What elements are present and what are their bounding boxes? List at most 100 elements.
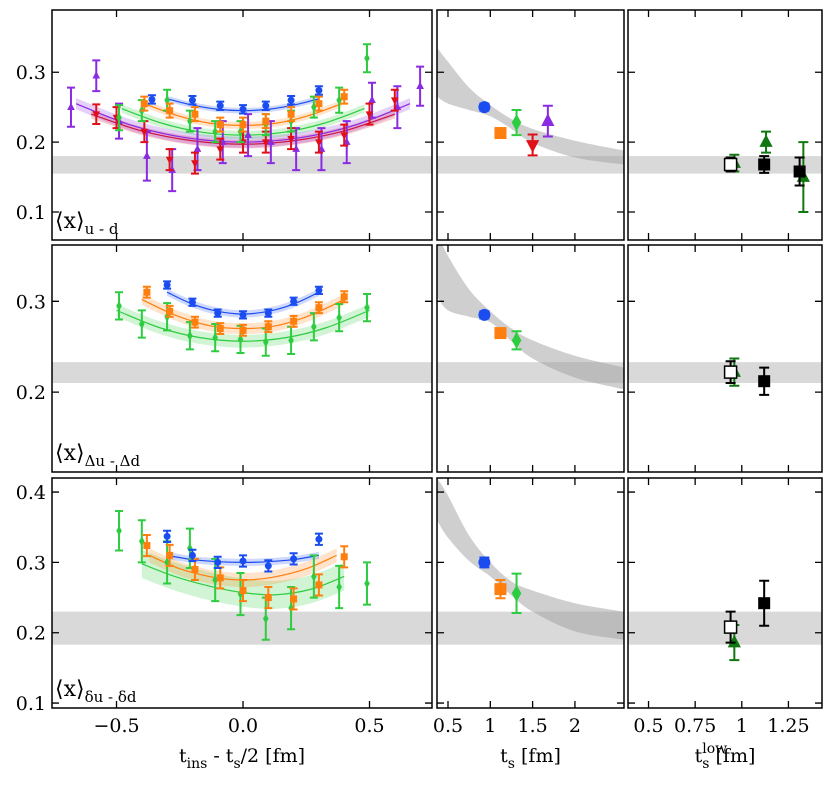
marker: [478, 556, 491, 569]
x-tick-label: 0.5: [633, 715, 663, 737]
y-tick-label: 0.4: [16, 482, 46, 504]
panel: [628, 579, 822, 662]
y-tick-label: 0.1: [16, 693, 46, 715]
marker: [315, 139, 323, 147]
marker: [315, 286, 323, 294]
marker: [315, 581, 323, 589]
marker: [216, 146, 225, 154]
marker: [187, 116, 193, 127]
fit-band: [116, 304, 370, 348]
marker: [365, 111, 374, 119]
marker: [340, 93, 348, 101]
label-part: [fm]: [709, 745, 755, 767]
label: ⟨x⟩u - d: [55, 209, 119, 238]
marker: [143, 542, 151, 550]
marker: [264, 562, 272, 570]
label-part: low: [702, 741, 727, 757]
label-part: ⟨x⟩: [55, 677, 85, 702]
label-part: - t: [207, 745, 233, 767]
marker: [237, 334, 244, 345]
reference-band: [52, 362, 432, 384]
reference-band: [52, 611, 432, 645]
marker: [494, 127, 507, 140]
marker: [494, 583, 507, 596]
y-tick-label: 0.3: [16, 62, 46, 84]
marker: [364, 578, 370, 589]
marker: [214, 309, 222, 317]
marker: [116, 300, 122, 311]
marker: [166, 307, 174, 315]
marker: [340, 293, 348, 301]
marker: [336, 312, 342, 323]
marker: [239, 105, 247, 113]
x-tick-label: 1.5: [518, 715, 548, 737]
x-tick-label: 0.5: [433, 715, 463, 737]
label-part: [fm]: [515, 745, 561, 767]
label: tins - ts/2 [fm]: [179, 745, 305, 772]
y-tick-label: 0.2: [16, 132, 46, 154]
marker: [727, 634, 741, 648]
y-tick-label: 0.1: [16, 202, 46, 224]
marker: [212, 575, 218, 585]
marker: [287, 135, 295, 144]
marker: [723, 365, 738, 379]
x-tick-label: 1.25: [767, 715, 809, 737]
marker: [216, 574, 224, 582]
panel: [52, 43, 432, 193]
marker: [723, 157, 738, 172]
fit-band: [167, 288, 319, 318]
label-part: t: [500, 745, 508, 767]
marker: [166, 551, 174, 559]
axes-frame: [436, 9, 625, 241]
marker: [262, 102, 270, 110]
marker: [188, 551, 196, 559]
x-tick-label: 0.0: [228, 715, 258, 737]
axes-frame: [51, 244, 433, 473]
marker: [290, 595, 298, 603]
marker: [188, 96, 196, 104]
marker: [261, 139, 270, 147]
marker: [244, 130, 252, 138]
label-part: δu - δd: [85, 688, 137, 706]
marker: [416, 81, 424, 90]
label: ⟨x⟩Δu - Δd: [55, 441, 141, 470]
fit-band: [149, 548, 337, 588]
panel: [437, 478, 624, 645]
label: ⟨x⟩δu - δd: [55, 677, 137, 706]
marker: [390, 97, 399, 105]
marker: [191, 110, 199, 118]
marker: [92, 71, 101, 79]
y-tick-label: 0.2: [16, 623, 46, 645]
y-tick-label: 0.2: [16, 382, 46, 404]
marker: [67, 102, 75, 110]
marker: [264, 594, 272, 602]
axes-frame: [51, 9, 433, 241]
marker: [239, 557, 247, 565]
marker: [216, 325, 224, 333]
marker: [290, 555, 298, 563]
axes-frame: [436, 244, 625, 473]
x-tick-label: −0.5: [93, 715, 139, 737]
marker: [264, 323, 272, 331]
panel: [628, 357, 822, 396]
marker: [262, 613, 269, 624]
axes-frame: [51, 477, 433, 709]
marker: [315, 535, 323, 543]
marker: [364, 53, 370, 64]
marker: [143, 288, 151, 296]
y-tick-label: 0.3: [16, 552, 46, 574]
marker: [336, 95, 342, 106]
x-tick-label: 0.5: [354, 715, 384, 737]
model-band: [437, 245, 624, 390]
panel: [437, 245, 624, 390]
marker: [262, 337, 269, 348]
label-part: /2 [fm]: [241, 745, 305, 767]
marker: [163, 281, 171, 289]
fit-line: [116, 309, 370, 342]
marker: [340, 132, 349, 140]
marker: [216, 102, 224, 110]
marker: [239, 326, 247, 334]
label-part: Δu - Δd: [85, 452, 141, 470]
marker: [541, 113, 555, 126]
